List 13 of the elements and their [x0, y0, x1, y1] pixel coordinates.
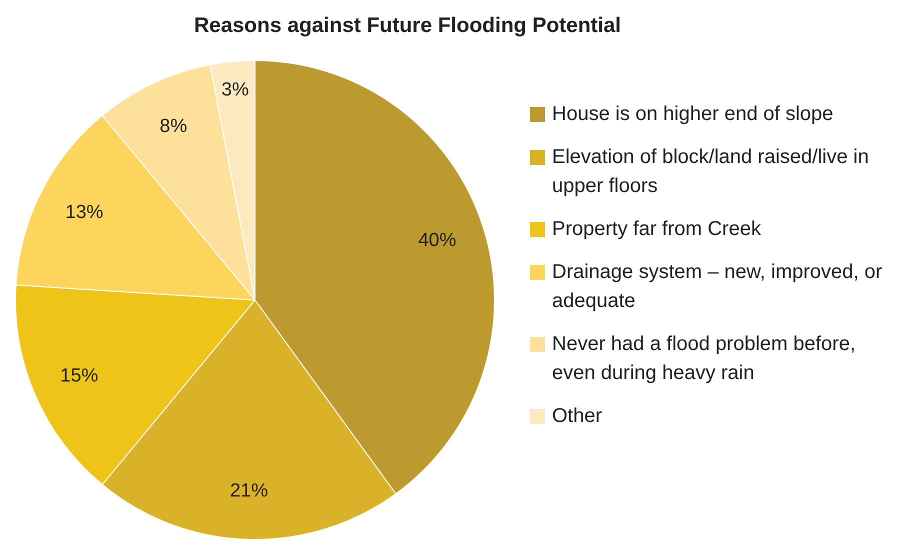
data-label: 21%: [230, 480, 268, 502]
data-label: 40%: [418, 230, 456, 252]
legend-label: Elevation of block/land raised/live in upper floors: [552, 145, 870, 199]
chart-title: Reasons against Future Flooding Potential: [192, 14, 622, 38]
legend-label: Never had a flood problem before, even during heavy rain: [552, 332, 857, 386]
legend-label: House is on higher end of slope: [552, 102, 834, 127]
legend-label: Drainage system – new, improved, or adequate: [552, 260, 884, 314]
data-label: 8%: [160, 116, 188, 137]
legend-label: Other: [552, 404, 602, 429]
data-label: 3%: [221, 79, 249, 100]
data-label: 13%: [65, 202, 104, 224]
data-label: 15%: [60, 365, 98, 386]
legend-label: Property far from Creek: [552, 217, 761, 242]
